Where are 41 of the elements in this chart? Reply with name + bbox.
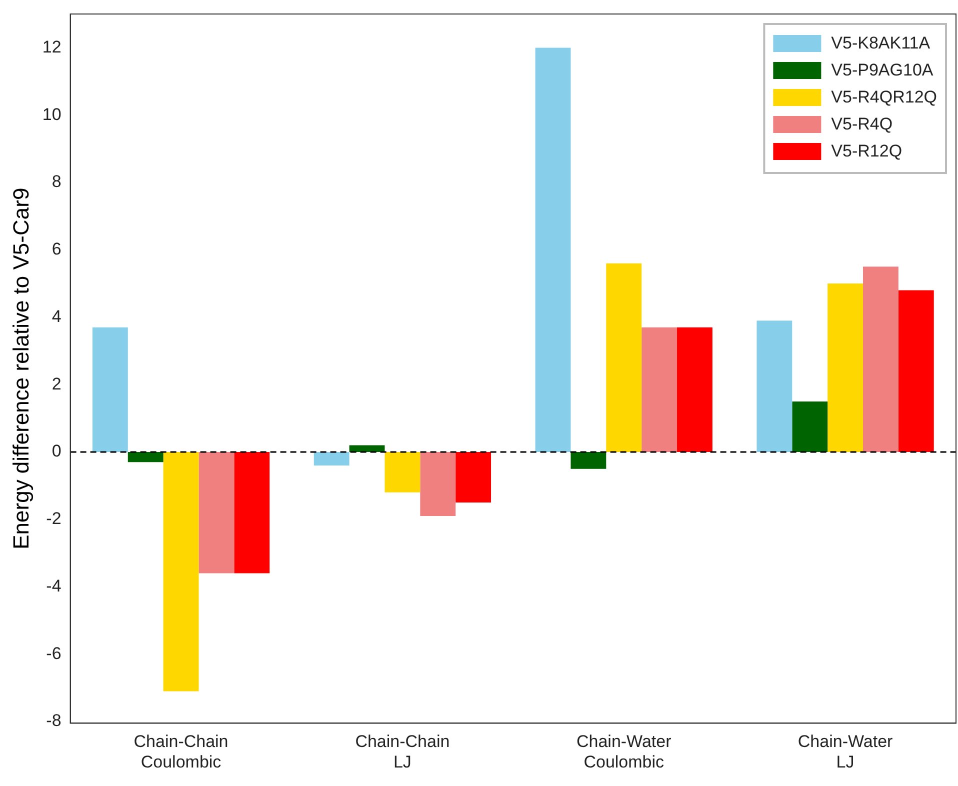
bar <box>234 452 270 574</box>
y-tick-label: 12 <box>42 37 62 56</box>
bar <box>606 263 642 452</box>
y-axis-title: Energy difference relative to V5-Car9 <box>8 188 34 550</box>
legend-label: V5-K8AK11A <box>831 34 931 53</box>
x-tick-label: Chain-Water LJ <box>798 732 894 772</box>
x-tick-label: Chain-Water Coulombic <box>576 732 672 772</box>
bar <box>863 266 898 452</box>
y-tick-label: 0 <box>52 442 62 461</box>
bar <box>642 327 678 452</box>
bar <box>198 452 234 574</box>
bar <box>384 452 420 492</box>
bar <box>163 452 199 692</box>
legend-label: V5-P9AG10A <box>831 60 934 80</box>
bar <box>535 48 571 452</box>
y-tick-label: 4 <box>52 306 62 326</box>
legend-label: V5-R4Q <box>831 114 893 134</box>
y-tick-label: -2 <box>46 509 62 528</box>
bar <box>349 445 385 452</box>
bar <box>677 327 712 452</box>
y-tick-label: -8 <box>46 711 62 730</box>
bar <box>898 290 934 452</box>
bar <box>314 452 350 466</box>
y-tick-label: -4 <box>46 576 62 596</box>
bar <box>128 452 164 462</box>
bar <box>456 452 492 503</box>
bar <box>792 401 828 452</box>
y-tick-label: 6 <box>52 240 62 259</box>
y-tick-label: -6 <box>46 644 62 663</box>
legend-label: V5-R12Q <box>831 142 902 161</box>
y-tick-label: 10 <box>42 104 62 124</box>
bar <box>828 284 864 452</box>
legend-label: V5-R4QR12Q <box>831 88 938 107</box>
bar <box>570 452 606 469</box>
y-tick-label: 8 <box>52 172 62 192</box>
bar <box>420 452 456 516</box>
x-tick-label: Chain-Chain LJ <box>355 732 450 772</box>
bar <box>756 320 792 452</box>
bar <box>92 327 128 452</box>
y-tick-label: 2 <box>52 374 62 394</box>
x-tick-label: Chain-Chain Coulombic <box>134 732 228 772</box>
